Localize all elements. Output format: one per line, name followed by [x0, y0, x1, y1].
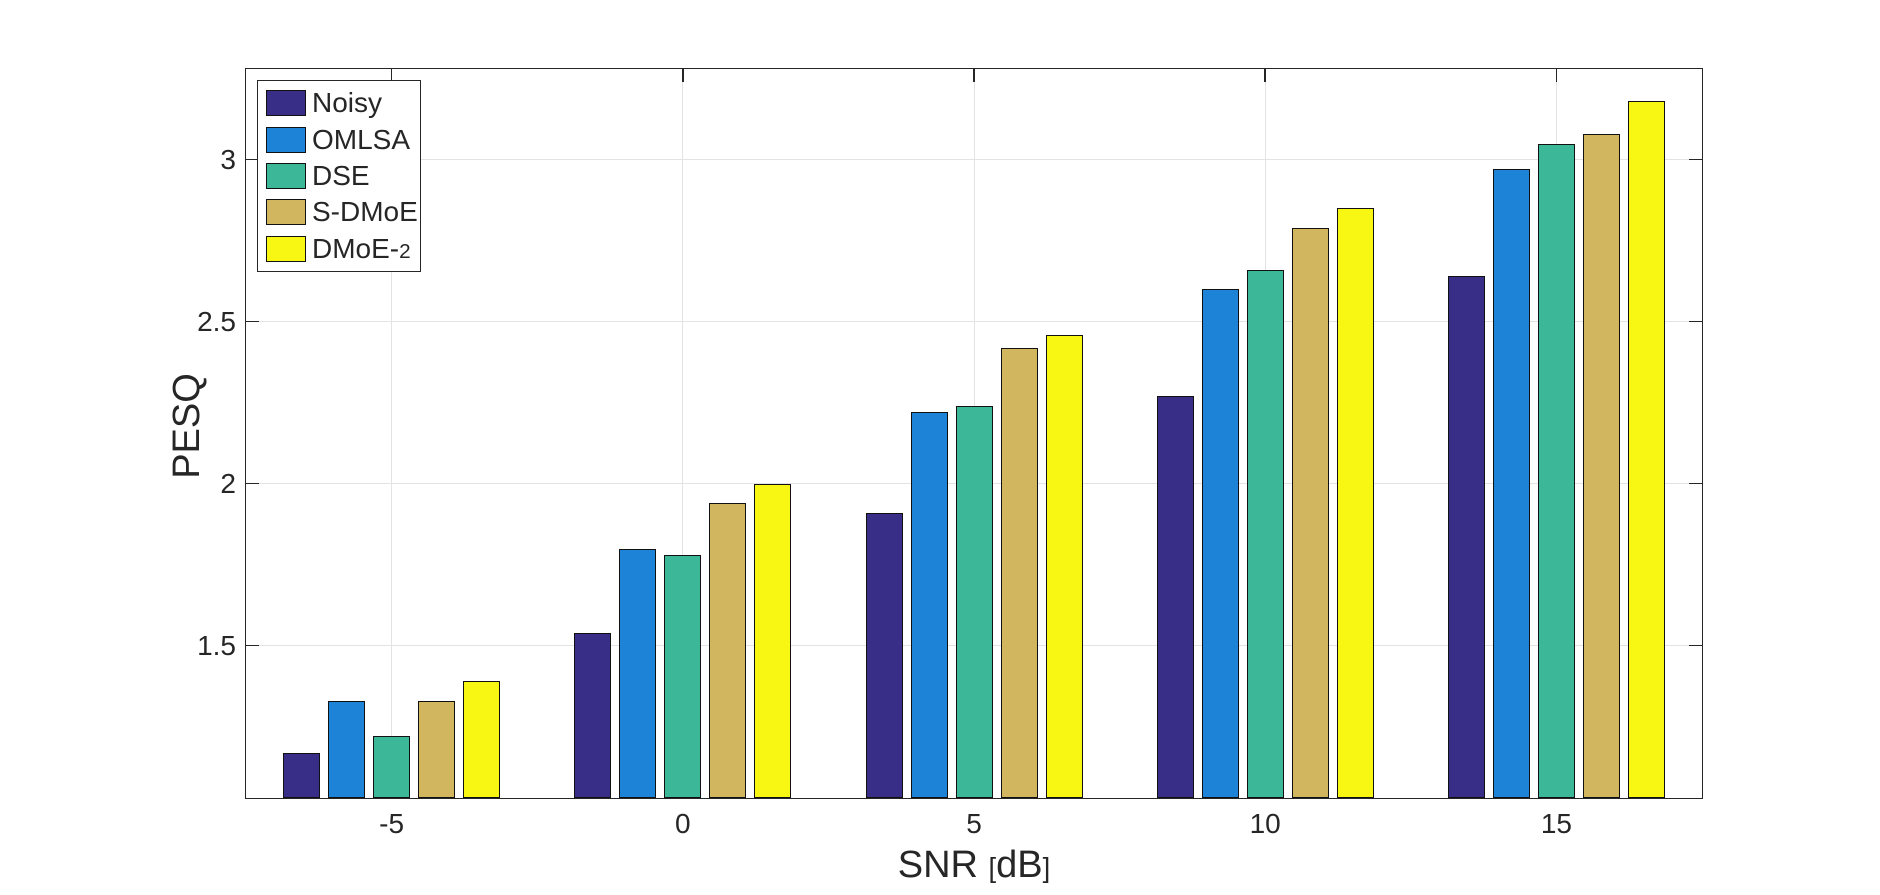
bar-Noisy [574, 632, 612, 798]
legend-label: S-DMoE [312, 196, 418, 228]
legend-label: OMLSA [312, 123, 411, 155]
bar-DSE [955, 405, 993, 798]
bar-DSE [664, 555, 702, 798]
bar-S-DMoE [1291, 227, 1329, 798]
legend-label: DMoE-2 [312, 232, 411, 264]
x-tick-label: 15 [1540, 808, 1572, 839]
x-tick-label: 5 [966, 808, 982, 839]
bar-OMLSA [1492, 169, 1530, 798]
y-tick-left [246, 644, 259, 647]
bar-OMLSA [328, 700, 366, 798]
bar-OMLSA [619, 548, 657, 798]
legend-label: DSE [312, 159, 370, 191]
y-tick-right [1689, 158, 1702, 161]
x-tick-top [973, 69, 975, 82]
y-tick-left [246, 482, 259, 485]
y-axis-label: PESQ [166, 372, 208, 479]
y-tick-label: 2.5 [197, 305, 236, 337]
x-tick-top [1555, 69, 1558, 82]
y-tick-right [1689, 482, 1702, 485]
x-tick-label: -5 [379, 808, 405, 839]
x-tick-label: 10 [1249, 808, 1281, 839]
legend-item-DMoE-2: DMoE-2 [266, 232, 418, 264]
y-tick-right [1689, 644, 1702, 647]
legend-box: Noisy OMLSA DSE S-DMoE DMoE-2 [257, 80, 421, 272]
v-gridline [391, 69, 393, 798]
v-gridline [682, 69, 684, 798]
y-tick-label: 1.5 [197, 629, 236, 661]
legend-item-S-DMoE: S-DMoE [266, 198, 418, 226]
bar-DMoE-2 [754, 483, 792, 798]
x-tick-label: 0 [675, 808, 691, 839]
plot-area: PESQ SNR [dB] Noisy OMLSA DSE S-DMoE DMoE-2 … [166, 68, 1703, 884]
y-tick-label: 3 [220, 143, 236, 175]
bar-Noisy [1156, 396, 1194, 798]
legend-label: Noisy [312, 87, 383, 119]
y-tick-left [246, 158, 259, 161]
bar-DSE [1246, 269, 1284, 798]
legend-swatch-S-DMoE [266, 199, 306, 226]
bar-Noisy [1447, 276, 1485, 798]
bar-S-DMoE [709, 503, 747, 798]
x-tick-top [682, 69, 684, 82]
bar-S-DMoE [418, 700, 456, 798]
legend-item-DSE: DSE [266, 159, 418, 191]
x-tick-top [390, 69, 393, 82]
y-tick-right [1689, 320, 1702, 323]
legend-swatch-OMLSA [266, 126, 306, 153]
bar-DMoE-2 [1045, 334, 1083, 798]
legend-item-OMLSA: OMLSA [266, 123, 418, 155]
bar-DSE [1537, 143, 1575, 798]
legend-swatch-DMoE-2 [266, 235, 306, 262]
legend-swatch-Noisy [266, 90, 306, 117]
bar-DMoE-2 [463, 681, 501, 798]
y-tick-left [246, 320, 259, 323]
bar-OMLSA [1201, 289, 1239, 798]
x-tick-top [1264, 69, 1266, 82]
bar-DSE [373, 736, 411, 798]
bar-Noisy [283, 752, 321, 798]
legend-item-Noisy: Noisy [266, 89, 418, 117]
x-axis-label: SNR [dB] [897, 844, 1051, 886]
bar-S-DMoE [1000, 347, 1038, 798]
bar-Noisy [865, 512, 903, 798]
legend-swatch-DSE [266, 162, 306, 189]
bar-S-DMoE [1582, 133, 1620, 798]
y-tick-label: 2 [220, 467, 236, 499]
bar-DMoE-2 [1336, 208, 1374, 798]
bar-OMLSA [910, 412, 948, 798]
bar-DMoE-2 [1627, 101, 1665, 798]
